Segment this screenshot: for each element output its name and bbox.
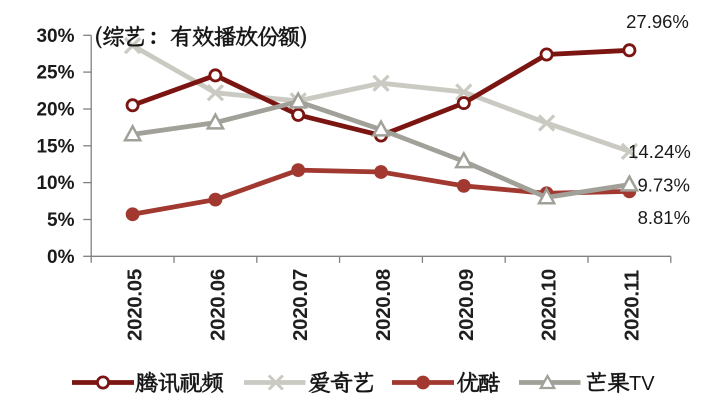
svg-text:9.73%: 9.73% — [637, 175, 689, 196]
svg-text:15%: 15% — [36, 136, 74, 157]
svg-text:30%: 30% — [36, 26, 74, 47]
svg-text:2020.08: 2020.08 — [372, 269, 395, 341]
svg-text:25%: 25% — [36, 63, 74, 84]
svg-text:2020.10: 2020.10 — [538, 269, 561, 341]
svg-text:2020.09: 2020.09 — [455, 269, 478, 341]
svg-text:27.96%: 27.96% — [626, 11, 689, 32]
svg-text:5%: 5% — [47, 210, 75, 231]
svg-text:2020.11: 2020.11 — [620, 270, 643, 341]
svg-text:10%: 10% — [36, 173, 74, 194]
svg-text:8.81%: 8.81% — [638, 207, 690, 228]
svg-text:14.24%: 14.24% — [628, 141, 691, 162]
svg-text:20%: 20% — [36, 100, 74, 121]
svg-text:2020.07: 2020.07 — [289, 269, 312, 341]
svg-text:2020.05: 2020.05 — [124, 269, 147, 341]
svg-text:TV: TV — [629, 373, 655, 395]
svg-text:0%: 0% — [47, 247, 75, 268]
svg-text:2020.06: 2020.06 — [206, 269, 229, 341]
